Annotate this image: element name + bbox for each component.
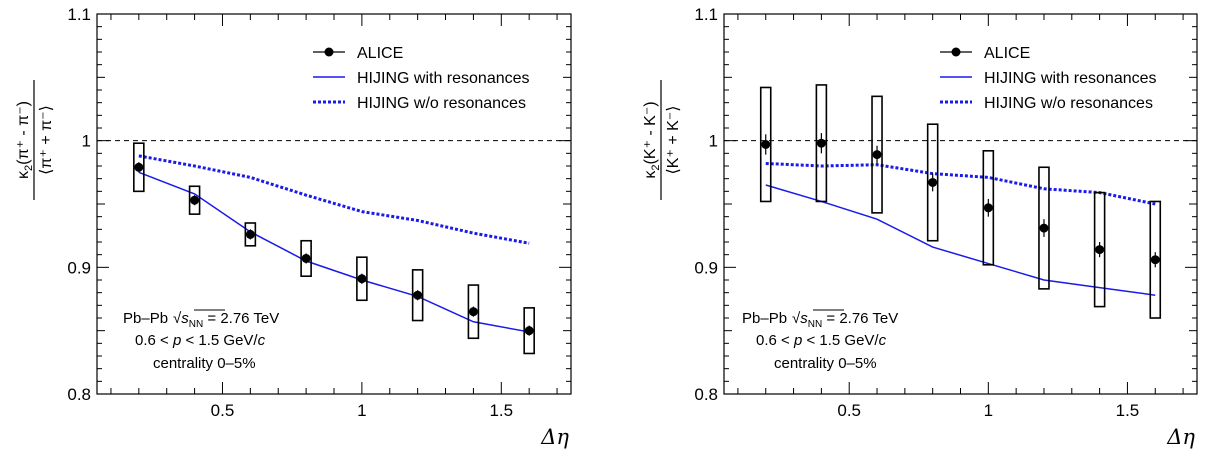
pion-y-tick-label: 1 <box>82 132 91 151</box>
pion-alice-point <box>413 290 423 300</box>
kaon-alice-point <box>872 150 882 160</box>
pion-y-tick-label: 0.9 <box>67 258 91 277</box>
kaon-annotation: Pb–Pb √sNN = 2.76 TeV 0.6 < p < 1.5 GeV/c… <box>742 309 898 372</box>
pion-alice-point <box>134 162 144 172</box>
svg-text:⟨π⁺ + π⁻⟩: ⟨π⁺ + π⁻⟩ <box>38 105 55 175</box>
kaon-alice-syst-box <box>815 84 828 203</box>
pion-annotation-momentum: 0.6 < p < 1.5 GeV/c <box>135 332 266 349</box>
kaon-hijing-without-line <box>765 161 1156 206</box>
pion-alice-point <box>357 274 367 284</box>
pion-legend-hijing-with: HIJING with resonances <box>357 70 530 87</box>
pion-alice-point <box>301 253 311 263</box>
pion-x-tick-label: 0.5 <box>211 401 235 420</box>
kaon-alice-syst-box <box>982 150 995 266</box>
pion-alice-syst-box <box>133 142 145 193</box>
kaon-y-tick-label: 1 <box>709 132 718 151</box>
kaon-x-tick-label: 1 <box>984 401 993 420</box>
kaon-alice-point <box>1039 223 1049 233</box>
kaon-y-tick-label: 0.8 <box>694 385 718 404</box>
pion-x-tick-label: 1.5 <box>489 401 513 420</box>
pion-legend: ALICE HIJING with resonances HIJING w/o … <box>313 45 530 112</box>
pion-y-tick-label: 0.8 <box>67 385 91 404</box>
kaon-alice-point <box>928 177 938 187</box>
kaon-alice-syst-box <box>1093 191 1106 308</box>
pion-panel: κ2(π⁺ - π⁻) ⟨π⁺ + π⁻⟩ 0.5 1 1.5 0.8 0.9 1 1.1 Δ… <box>15 5 572 449</box>
kaon-legend: ALICE HIJING with resonances HIJING w/o … <box>940 45 1157 112</box>
kaon-alice-syst-box <box>1149 200 1162 319</box>
kaon-plot-area: 0.5 1 1.5 0.8 0.9 1 1.1 Δη <box>694 5 1198 449</box>
pion-alice-point <box>468 307 478 317</box>
kaon-alice-point <box>983 203 993 213</box>
kaon-alice-point <box>816 138 826 148</box>
kaon-alice-syst-box <box>759 86 772 203</box>
kaon-hijing-with-line <box>765 184 1156 296</box>
pion-legend-alice: ALICE <box>357 45 403 62</box>
pion-alice-syst-box <box>411 269 424 322</box>
pion-plot-area: 0.5 1 1.5 0.8 0.9 1 1.1 Δη <box>67 5 572 449</box>
kaon-legend-hijing-with: HIJING with resonances <box>984 70 1157 87</box>
kaon-legend-alice: ALICE <box>984 45 1030 62</box>
pion-alice-syst-box <box>467 284 480 340</box>
pion-alice-syst-box <box>188 185 201 215</box>
kaon-alice-point <box>1095 245 1105 255</box>
kaon-x-tick-label: 0.5 <box>837 401 861 420</box>
kaon-alice-syst-box <box>871 95 883 214</box>
kaon-legend-hijing-without: HIJING w/o resonances <box>984 95 1153 112</box>
pion-alice-point <box>245 229 255 239</box>
pion-alice-syst-box <box>300 239 312 278</box>
pion-hijing-without-line <box>138 154 530 245</box>
pion-annotation: Pb–Pb √sNN = 2.76 TeV 0.6 < p < 1.5 GeV/c… <box>123 309 279 372</box>
pion-hijing-with-line <box>138 171 530 333</box>
svg-text:⟨K⁺ + K⁻⟩: ⟨K⁺ + K⁻⟩ <box>665 106 682 175</box>
pion-y-tick-label: 1.1 <box>67 5 91 24</box>
kaon-y-tick-label: 1.1 <box>694 5 718 24</box>
kaon-alice-syst-box <box>1038 166 1050 290</box>
kaon-panel: κ2(K⁺ - K⁻) ⟨K⁺ + K⁻⟩ 0.5 1 1.5 0.8 0.9 1 1.1 Δ… <box>642 5 1198 449</box>
kaon-x-axis-label: Δη <box>1166 425 1195 449</box>
pion-legend-hijing-without: HIJING w/o resonances <box>357 95 526 112</box>
pion-alice-point <box>190 195 200 205</box>
pion-alice-syst-box <box>523 307 535 355</box>
kaon-alice-point <box>761 139 771 149</box>
pion-alice-point <box>524 326 534 336</box>
pion-annotation-energy: Pb–Pb √sNN = 2.76 TeV <box>123 310 279 330</box>
kaon-y-axis-label: κ2(K⁺ - K⁻) ⟨K⁺ + K⁻⟩ <box>642 80 682 200</box>
pion-x-axis-label: Δη <box>540 425 569 449</box>
pion-alice-syst-box <box>244 222 257 247</box>
pion-alice-syst-box <box>356 256 368 302</box>
svg-text:κ2(K⁺ - K⁻): κ2(K⁺ - K⁻) <box>642 101 662 178</box>
svg-text:κ2(π⁺ - π⁻): κ2(π⁺ - π⁻) <box>15 101 35 179</box>
kaon-alice-syst-box <box>926 123 939 242</box>
kaon-annotation-momentum: 0.6 < p < 1.5 GeV/c <box>756 332 887 349</box>
pion-annotation-centrality: centrality 0–5% <box>153 355 256 372</box>
kaon-annotation-centrality: centrality 0–5% <box>774 355 877 372</box>
kaon-y-tick-label: 0.9 <box>694 258 718 277</box>
pion-x-tick-label: 1 <box>357 401 366 420</box>
kaon-alice-point <box>1150 255 1160 265</box>
kaon-annotation-energy: Pb–Pb √sNN = 2.76 TeV <box>742 310 898 330</box>
pion-y-axis-label: κ2(π⁺ - π⁻) ⟨π⁺ + π⁻⟩ <box>15 80 55 200</box>
kaon-x-tick-label: 1.5 <box>1116 401 1140 420</box>
